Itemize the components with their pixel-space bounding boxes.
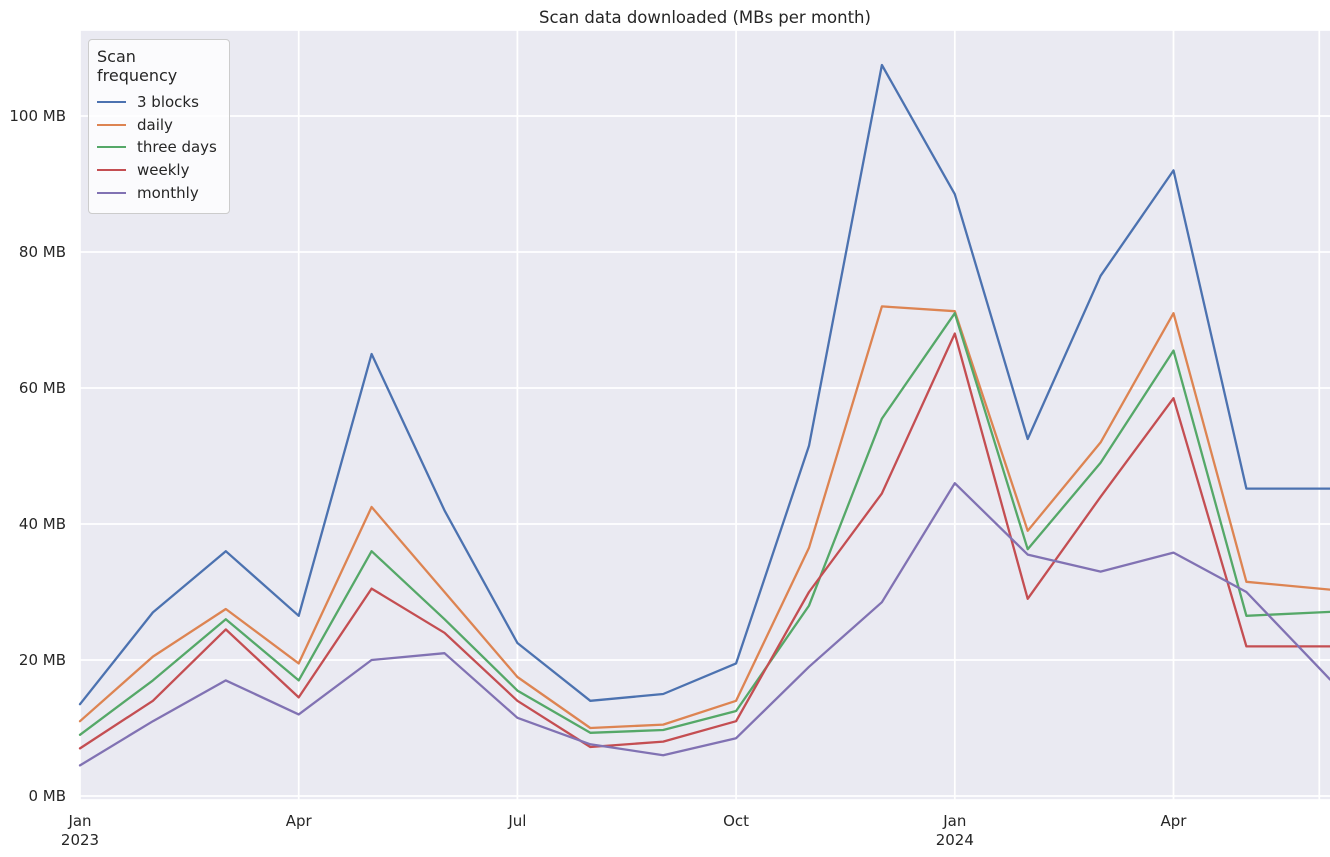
y-tick-label: 60 MB	[19, 379, 66, 397]
legend-label: daily	[137, 115, 173, 134]
series-line-weekly	[78, 332, 1330, 750]
x-tick-year-label: 2024	[936, 831, 974, 849]
x-tick-label: Apr	[286, 812, 313, 830]
legend-label: monthly	[137, 183, 199, 202]
y-tick-label: 20 MB	[19, 651, 66, 669]
legend-line-swatch	[97, 169, 126, 172]
x-tick-label: Oct	[723, 812, 749, 830]
x-tick-label: Jan	[67, 812, 91, 830]
legend-label: weekly	[137, 161, 190, 180]
y-tick-label: 80 MB	[19, 243, 66, 261]
legend-item-daily: daily	[97, 114, 219, 137]
legend-item-three-days: three days	[97, 136, 219, 159]
series-line-three-days	[78, 312, 1330, 736]
series-line-3-blocks	[78, 63, 1330, 706]
x-tick-year-label: 2023	[61, 831, 99, 849]
y-tick-label: 0 MB	[28, 787, 66, 805]
legend: Scan frequency 3 blocks daily three days we…	[88, 39, 230, 214]
y-tick-label: 100 MB	[9, 107, 66, 125]
plot-area	[80, 30, 1330, 800]
legend-label: 3 blocks	[137, 93, 199, 112]
y-tick-label: 40 MB	[19, 515, 66, 533]
x-tick-label: Jul	[507, 812, 526, 830]
chart-title: Scan data downloaded (MBs per month)	[539, 8, 871, 27]
legend-line-swatch	[97, 191, 126, 194]
legend-line-swatch	[97, 101, 126, 104]
series-line-daily	[78, 305, 1330, 730]
legend-item-monthly: monthly	[97, 181, 219, 204]
x-tick-label: Apr	[1161, 812, 1188, 830]
legend-item-3-blocks: 3 blocks	[97, 91, 219, 114]
legend-title: Scan frequency	[97, 47, 178, 85]
legend-item-weekly: weekly	[97, 159, 219, 182]
series-line-monthly	[78, 482, 1330, 767]
legend-line-swatch	[97, 146, 126, 149]
legend-line-swatch	[97, 123, 126, 126]
x-tick-label: Jan	[942, 812, 966, 830]
legend-label: three days	[137, 138, 217, 157]
